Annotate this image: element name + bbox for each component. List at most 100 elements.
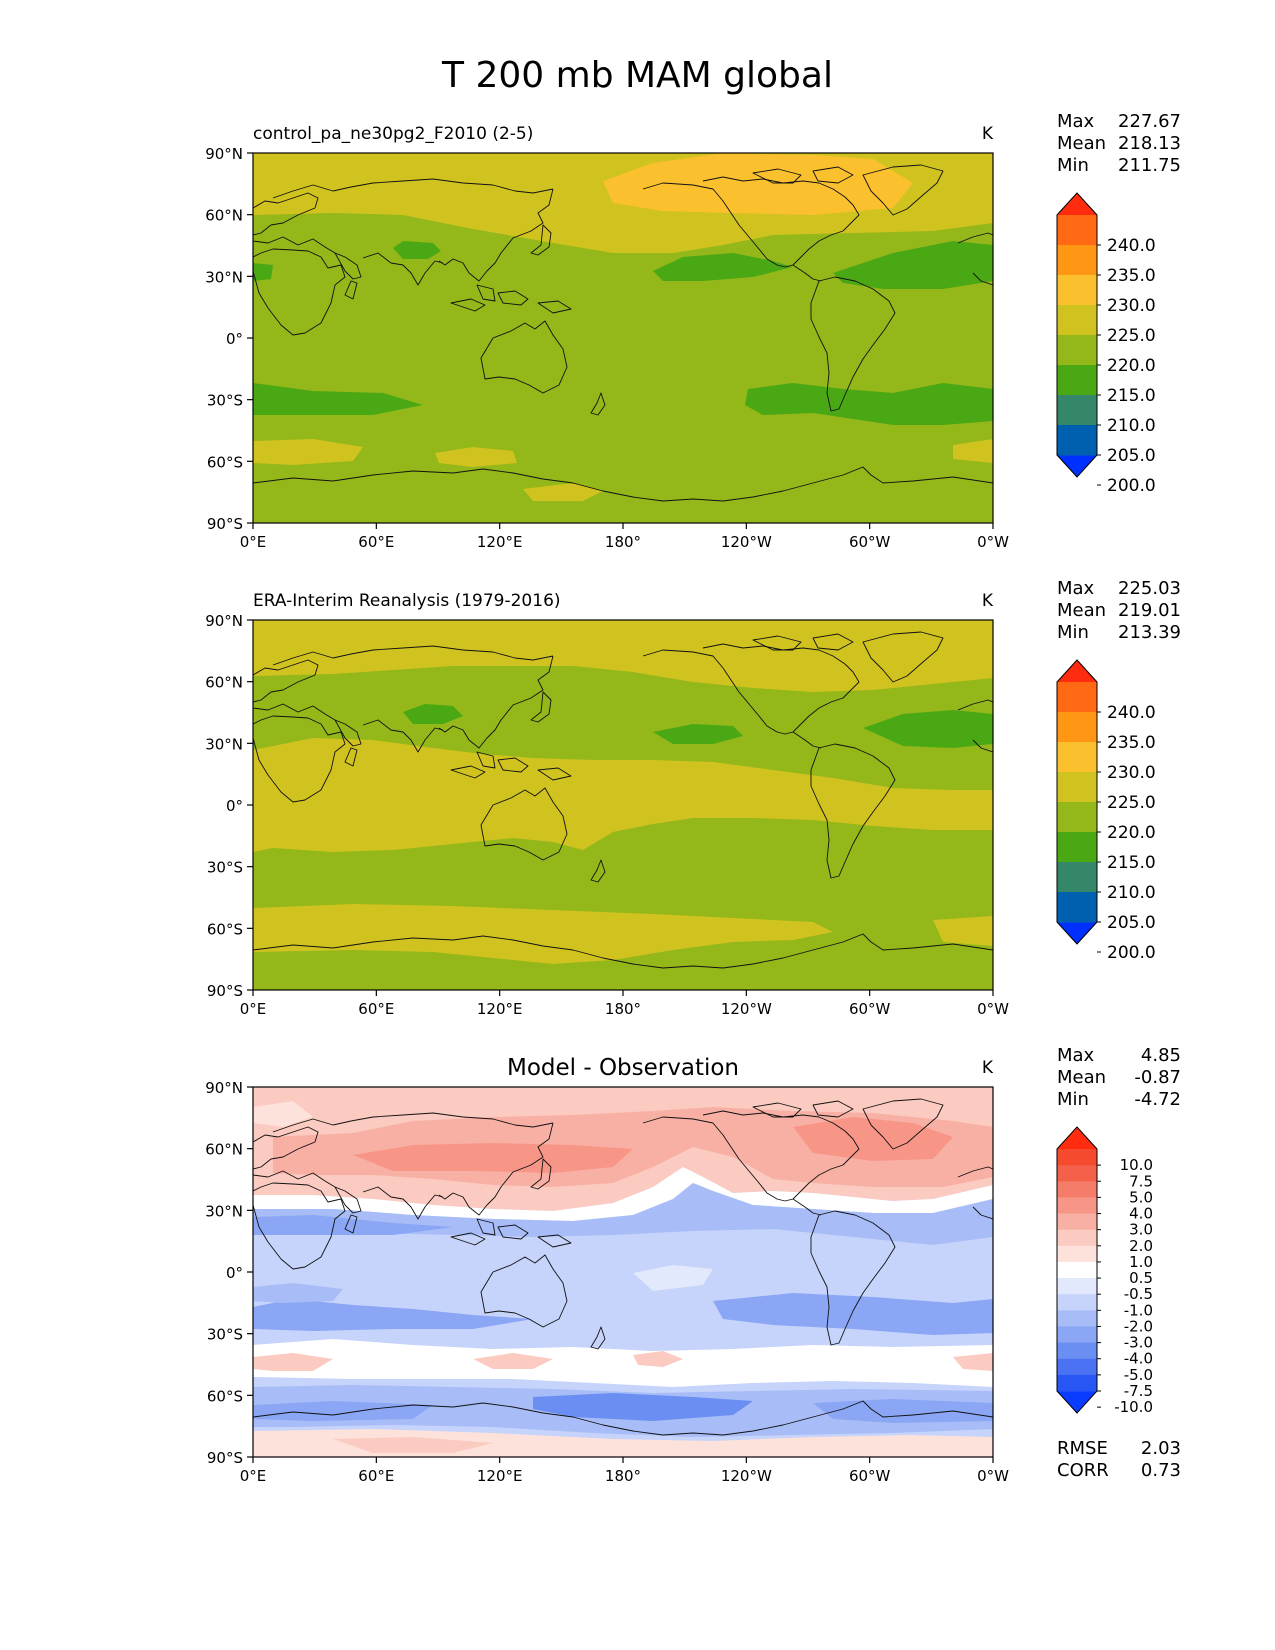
colorbar-block (1057, 1181, 1097, 1198)
colorbar-extension-max (1057, 1127, 1097, 1149)
colorbar-block (1057, 1374, 1097, 1392)
colorbar-block (1057, 1278, 1097, 1295)
figure-title: T 200 mb MAM global (442, 55, 833, 96)
colorbar-block (1057, 1358, 1097, 1376)
lat-tick-label: 30°N (205, 735, 243, 753)
lat-tick-label: 0° (226, 797, 243, 815)
test-panel-name: control_pa_ne30pg2_F2010 (2-5) (253, 124, 533, 144)
colorbar-block (1057, 682, 1097, 713)
reference-stat-mean: 219.01 (1118, 600, 1181, 621)
reference-contour-210-215 (403, 704, 463, 724)
reference-contour-220-225 (253, 738, 993, 852)
test-contour-field (253, 153, 993, 523)
colorbar-tick-label: 0.5 (1129, 1269, 1153, 1287)
colorbar-block (1057, 1294, 1097, 1311)
colorbar-block (1057, 802, 1097, 833)
lat-tick-label: 90°S (207, 1449, 243, 1467)
test-sidebar: Max 227.67 Mean 218.13 Min 211.75 240.02… (1056, 111, 1181, 496)
colorbar-extension-max (1057, 193, 1097, 215)
colorbar-extension-max (1057, 660, 1097, 682)
colorbar-tick-label: -2.0 (1124, 1317, 1153, 1335)
colorbar-tick-label: 205.0 (1107, 446, 1156, 466)
diff-contour-warm-3-4 (353, 1143, 633, 1173)
test-lat-axis: 90°N 60°N 30°N 0° 30°S 60°S 90°S (205, 145, 253, 533)
reference-stat-mean-label: Mean (1057, 600, 1106, 621)
lon-tick-label: 120°E (477, 1467, 523, 1485)
colorbar-block (1057, 365, 1097, 396)
diff-stat-max-label: Max (1057, 1045, 1095, 1066)
lat-tick-label: 60°S (207, 453, 243, 471)
lat-tick-label: 90°N (205, 1079, 243, 1097)
reference-sidebar: Max 225.03 Mean 219.01 Min 213.39 240.02… (1056, 578, 1181, 963)
diff-sidebar: Max 4.85 Mean -0.87 Min -4.72 10.07.55.0… (1056, 1045, 1181, 1481)
colorbar-extension-min (1057, 922, 1097, 944)
lat-tick-label: 0° (226, 1264, 243, 1282)
colorbar-tick-label: 200.0 (1107, 943, 1156, 963)
reference-contour-220-225 (253, 620, 993, 692)
diff-panel-name: Model - Observation (507, 1055, 739, 1081)
lat-tick-label: 60°N (205, 1141, 243, 1159)
colorbar-block (1057, 1197, 1097, 1215)
reference-contour-210-215 (653, 724, 743, 744)
diff-contour-warm-1-2 (333, 1437, 493, 1453)
lon-tick-label: 60°W (849, 1000, 891, 1018)
reference-units: K (982, 591, 994, 611)
reference-contour-220-225 (933, 916, 993, 946)
test-contour-220-225 (523, 483, 603, 501)
diff-stat-min-label: Min (1057, 1089, 1089, 1110)
colorbar-block (1057, 1310, 1097, 1328)
lon-tick-label: 180° (605, 533, 641, 551)
colorbar-tick-label: 235.0 (1107, 266, 1156, 286)
test-contour-210-215 (745, 383, 993, 425)
diff-contour-cold-2-3 (253, 1401, 433, 1421)
colorbar-extension-min (1057, 455, 1097, 477)
colorbar-tick-label: 7.5 (1129, 1172, 1153, 1190)
test-contour-210-215 (833, 241, 993, 289)
colorbar-tick-label: -7.5 (1124, 1382, 1153, 1400)
colorbar-tick-label: 4.0 (1129, 1205, 1153, 1223)
lat-tick-label: 90°N (205, 612, 243, 630)
reference-lat-axis: 90°N 60°N 30°N 0° 30°S 60°S 90°S (205, 612, 253, 1000)
lat-tick-label: 30°S (207, 392, 243, 410)
colorbar-tick-label: 220.0 (1107, 356, 1156, 376)
diff-contour-neutral (253, 1167, 993, 1221)
colorbar-block (1057, 1245, 1097, 1263)
colorbar-tick-label: 2.0 (1129, 1237, 1153, 1255)
reference-contour-220-225 (253, 904, 833, 964)
colorbar-block (1057, 215, 1097, 246)
colorbar-block (1057, 1261, 1097, 1279)
diff-stat-mean-label: Mean (1057, 1067, 1106, 1088)
colorbar-tick-label: -10.0 (1114, 1398, 1153, 1416)
test-stat-max: 227.67 (1118, 111, 1181, 132)
diff-contour-cold-2-3 (253, 1299, 533, 1331)
colorbar-block (1057, 712, 1097, 743)
test-stat-mean: 218.13 (1118, 133, 1181, 154)
diff-map-panel: 90°N 60°N 30°N 0° 30°S 60°S 90°S 0°E 60°E 120°E 1… (205, 1055, 1009, 1485)
lat-tick-label: 60°S (207, 1387, 243, 1405)
lon-tick-label: 180° (605, 1467, 641, 1485)
diff-contour-neutral (253, 1339, 993, 1387)
colorbar-block (1057, 1165, 1097, 1182)
colorbar-tick-label: 225.0 (1107, 793, 1156, 813)
diff-stat-max: 4.85 (1141, 1045, 1181, 1066)
diff-lat-axis: 90°N 60°N 30°N 0° 30°S 60°S 90°S (205, 1079, 253, 1467)
lon-tick-label: 0°W (977, 1467, 1009, 1485)
diff-contour-warm-1-2 (253, 1353, 333, 1371)
lon-tick-label: 0°E (240, 533, 267, 551)
lon-tick-label: 60°E (358, 1467, 394, 1485)
test-contour-210-215 (253, 263, 273, 281)
colorbar-tick-label: -0.5 (1124, 1285, 1153, 1303)
diff-rmse-label: RMSE (1057, 1438, 1108, 1459)
test-colorbar: 240.0 235.0 230.0 225.0 220.0 215.0 210.0 205.0… (1056, 192, 1156, 496)
test-map-panel: 90°N 60°N 30°N 0° 30°S 60°S 90°S 0°E 60°E 120°E 1… (205, 124, 1009, 551)
test-contour-210-215 (653, 253, 793, 281)
lat-tick-label: 30°N (205, 268, 243, 286)
diff-contour-warm-0.5-1 (253, 1101, 313, 1127)
colorbar-block (1057, 862, 1097, 893)
test-contour-210-215 (393, 241, 441, 259)
colorbar-tick-label: 235.0 (1107, 733, 1156, 753)
colorbar-block (1057, 772, 1097, 803)
colorbar-tick-label: 215.0 (1107, 386, 1156, 406)
diff-stat-min: -4.72 (1134, 1089, 1181, 1110)
colorbar-tick-label: 220.0 (1107, 823, 1156, 843)
